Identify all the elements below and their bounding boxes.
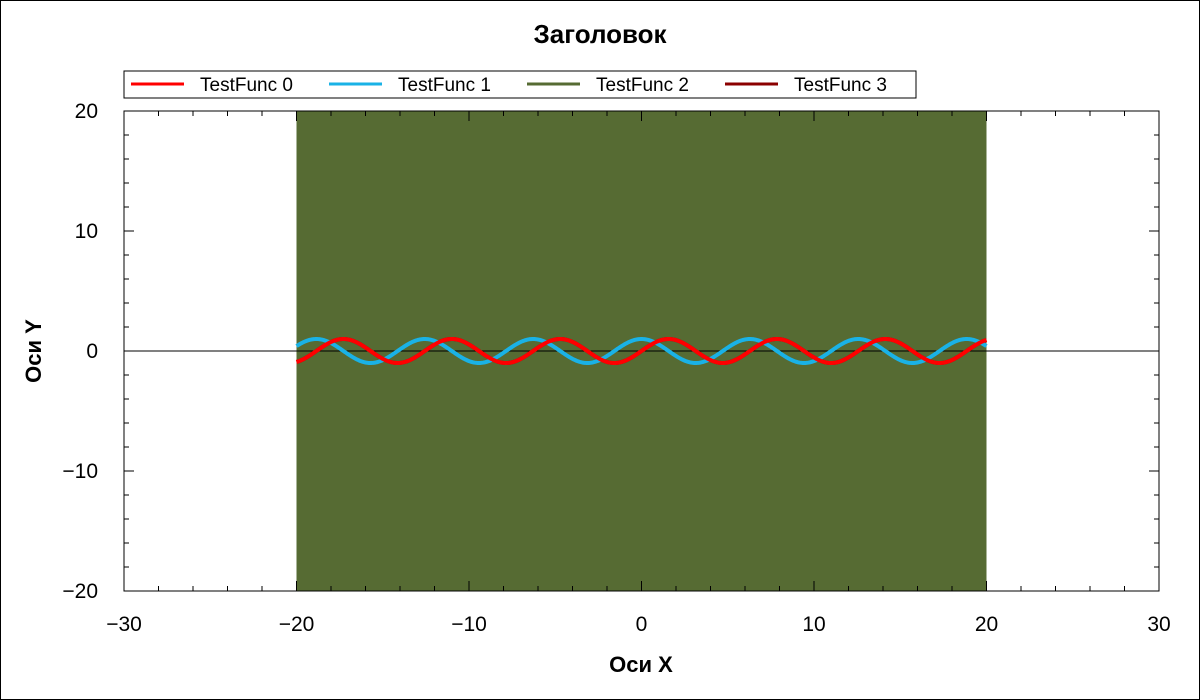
x-tick-label: 0 bbox=[636, 613, 648, 636]
x-tick-label: 10 bbox=[802, 613, 825, 636]
x-tick-label: −10 bbox=[451, 613, 487, 636]
x-tick-label: 30 bbox=[1147, 613, 1170, 636]
legend: TestFunc 0 TestFunc 1 TestFunc 2 TestFunc 3 bbox=[123, 70, 917, 99]
y-tick-label: −10 bbox=[62, 460, 98, 483]
series-testfunc-0-line bbox=[295, 336, 988, 366]
plot-area: −30 −20 −10 0 10 20 30 −20 −10 0 10 20 bbox=[62, 100, 1170, 636]
x-axis-title: Оси X bbox=[609, 652, 673, 677]
x-tick-label: −20 bbox=[279, 613, 315, 636]
chart-title: Заголовок bbox=[533, 19, 667, 49]
legend-label: TestFunc 0 bbox=[200, 75, 293, 96]
legend-label: TestFunc 1 bbox=[398, 75, 491, 96]
y-tick-label: 0 bbox=[86, 340, 98, 363]
x-tick-label: 20 bbox=[975, 613, 998, 636]
legend-box bbox=[123, 70, 917, 99]
y-tick-label: −20 bbox=[62, 580, 98, 603]
y-tick-label: 20 bbox=[75, 100, 98, 123]
y-axis-title: Оси Y bbox=[21, 319, 46, 383]
y-tick-label: 10 bbox=[75, 220, 98, 243]
legend-label: TestFunc 2 bbox=[596, 75, 689, 96]
legend-label: TestFunc 3 bbox=[794, 75, 887, 96]
x-tick-label: −30 bbox=[106, 613, 142, 636]
